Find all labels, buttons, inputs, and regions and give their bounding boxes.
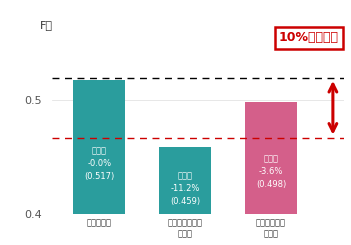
Bar xyxy=(73,80,125,214)
Bar xyxy=(159,147,211,214)
Text: 劣化度
-0.0%
(0.517): 劣化度 -0.0% (0.517) xyxy=(84,147,114,181)
Text: 劣化度
-3.6%
(0.498): 劣化度 -3.6% (0.498) xyxy=(256,155,286,189)
Text: F値: F値 xyxy=(40,20,53,30)
Text: 10%劣化未満: 10%劣化未満 xyxy=(279,31,339,44)
Bar xyxy=(245,102,297,214)
Text: 劣化度
-11.2%
(0.459): 劣化度 -11.2% (0.459) xyxy=(170,172,200,206)
